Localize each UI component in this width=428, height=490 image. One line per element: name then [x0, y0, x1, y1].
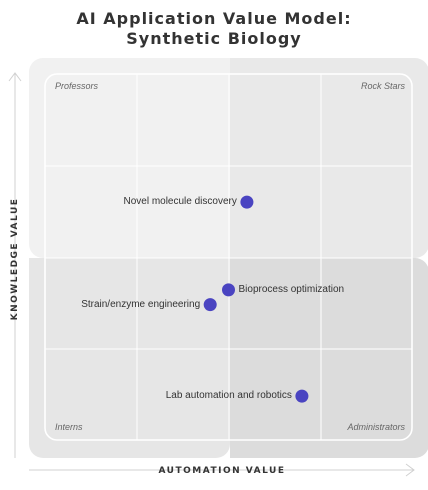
quadrant-br-inner-fill [230, 258, 260, 458]
quadrant-top-left [29, 58, 230, 258]
quadrant-bottom-left [29, 258, 230, 458]
quadrant-label-professors: Professors [55, 81, 99, 91]
data-point-3 [203, 298, 217, 312]
data-point-label-2: Bioprocess optimization [238, 283, 345, 295]
quadrant-label-administrators: Administrators [347, 422, 405, 432]
data-point-4 [295, 389, 309, 403]
chart-title-line-2: Synthetic Biology [126, 29, 302, 48]
quadrant-label-rock-stars: Rock Stars [360, 81, 405, 91]
grid [44, 73, 413, 441]
data-point-label-4: Lab automation and robotics [165, 390, 292, 402]
data-point-label-3: Strain/enzyme engineering [81, 298, 201, 310]
quadrant-top-right [230, 58, 428, 258]
y-axis-arrowhead [8, 72, 22, 82]
chart-title-line-1: AI Application Value Model: [76, 9, 352, 28]
quadrant-label-interns: Interns [55, 422, 83, 432]
x-axis-label: AUTOMATION VALUE [158, 466, 286, 476]
data-points [203, 195, 309, 403]
quadrant-tl-inner-fill [200, 58, 230, 258]
quadrant-bl-inner-fill [29, 258, 230, 288]
axis-arrows [8, 72, 415, 477]
quadrant-tr-inner-fill [230, 58, 260, 258]
y-axis-label: KNOWLEDGE VALUE [10, 197, 20, 321]
quadrant-bottom-right [230, 258, 428, 458]
x-axis-arrowhead [405, 463, 415, 477]
chart-title: AI Application Value Model: Synthetic Bi… [0, 9, 428, 49]
data-point-label-1: Novel molecule discovery [123, 196, 237, 208]
data-point-1 [240, 195, 254, 209]
data-point-2 [222, 283, 235, 297]
quadrant-backgrounds [29, 58, 428, 458]
